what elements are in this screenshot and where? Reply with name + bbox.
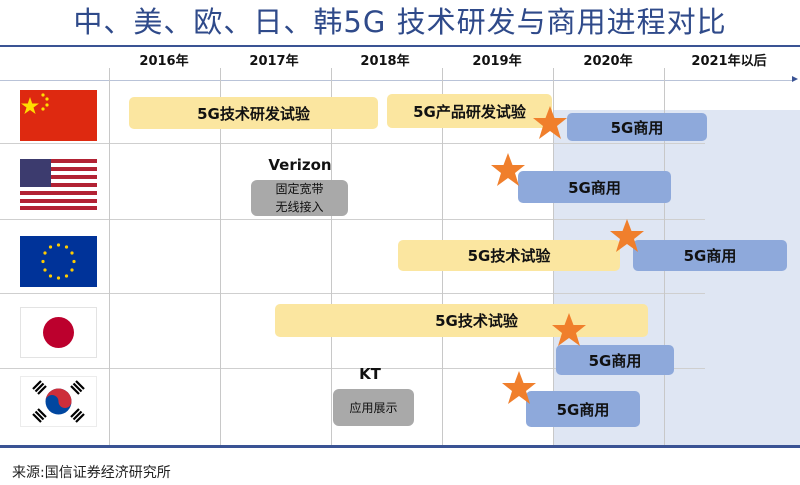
korea-milestone-star-icon <box>502 371 536 404</box>
usa-fixed-wireless-note: 固定宽带 无线接入 <box>251 180 348 216</box>
year-2016: 2016年 <box>139 54 189 69</box>
row-divider <box>0 219 705 220</box>
row-divider <box>0 143 705 144</box>
chart-title: 中、美、欧、日、韩5G 技术研发与商用进程对比 <box>73 5 727 39</box>
china-milestone-star-icon <box>533 106 567 139</box>
korea-flag <box>20 376 97 427</box>
year-2017: 2017年 <box>249 54 299 69</box>
year-2018: 2018年 <box>360 54 410 69</box>
japan-tech-trial-bar: 5G技术试验 <box>275 304 648 337</box>
eu-flag <box>20 236 97 287</box>
china-product-trial-bar: 5G产品研发试验 <box>387 94 552 128</box>
china-flag <box>20 90 97 141</box>
column-divider <box>331 68 332 445</box>
year-2020: 2020年 <box>583 54 633 69</box>
usa-commercial-bar: 5G商用 <box>518 171 671 203</box>
note-line: 固定宽带 <box>275 182 324 196</box>
japan-milestone-star-icon <box>552 313 586 346</box>
japan-flag <box>20 307 97 358</box>
source-note: 来源:国信证券经济研究所 <box>12 465 171 481</box>
usa-milestone-star-icon <box>491 153 525 186</box>
year-2021-onward: 2021年以后 <box>691 54 767 69</box>
usa-flag <box>20 159 97 210</box>
korea-demo-note: 应用展示 <box>333 389 414 426</box>
china-commercial-bar: 5G商用 <box>567 113 707 141</box>
eu-commercial-bar: 5G商用 <box>633 240 787 271</box>
note-line: 无线接入 <box>275 200 324 214</box>
china-tech-trial-bar: 5G技术研发试验 <box>129 97 378 129</box>
column-divider <box>109 68 110 445</box>
korea-carrier-label: KT <box>359 365 381 383</box>
usa-carrier-label: Verizon <box>268 156 332 174</box>
japan-tech-trial-label: 5G技术试验 <box>435 312 518 330</box>
eu-tech-trial-bar: 5G技术试验 <box>398 240 620 271</box>
row-divider <box>0 368 705 369</box>
timeline-axis <box>0 80 792 81</box>
commercial-era-shading <box>553 110 800 445</box>
year-2019: 2019年 <box>472 54 522 69</box>
eu-milestone-star-icon <box>610 219 644 252</box>
axis-arrow-icon <box>792 76 798 82</box>
korea-commercial-bar: 5G商用 <box>526 391 640 427</box>
japan-commercial-bar: 5G商用 <box>556 345 674 375</box>
column-divider <box>220 68 221 445</box>
top-rule <box>0 45 800 47</box>
bottom-rule <box>0 445 800 448</box>
row-divider <box>0 293 705 294</box>
